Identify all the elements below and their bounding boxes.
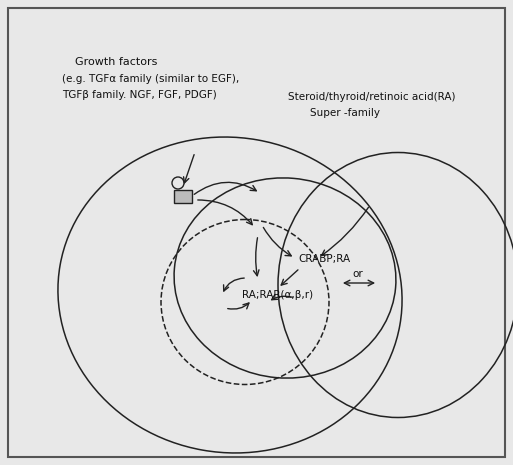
Text: CRABP;RA: CRABP;RA bbox=[298, 254, 350, 264]
Text: RA;RAR(α,β,r): RA;RAR(α,β,r) bbox=[242, 290, 313, 300]
Text: (e.g. TGFα family (similar to EGF),: (e.g. TGFα family (similar to EGF), bbox=[62, 74, 239, 84]
Text: or: or bbox=[352, 269, 363, 279]
Text: TGFβ family. NGF, FGF, PDGF): TGFβ family. NGF, FGF, PDGF) bbox=[62, 90, 217, 100]
Bar bbox=[174, 190, 192, 203]
Text: Super -family: Super -family bbox=[310, 108, 380, 118]
Text: Growth factors: Growth factors bbox=[75, 57, 157, 67]
Text: Steroid/thyroid/retinoic acid(RA): Steroid/thyroid/retinoic acid(RA) bbox=[288, 92, 456, 102]
